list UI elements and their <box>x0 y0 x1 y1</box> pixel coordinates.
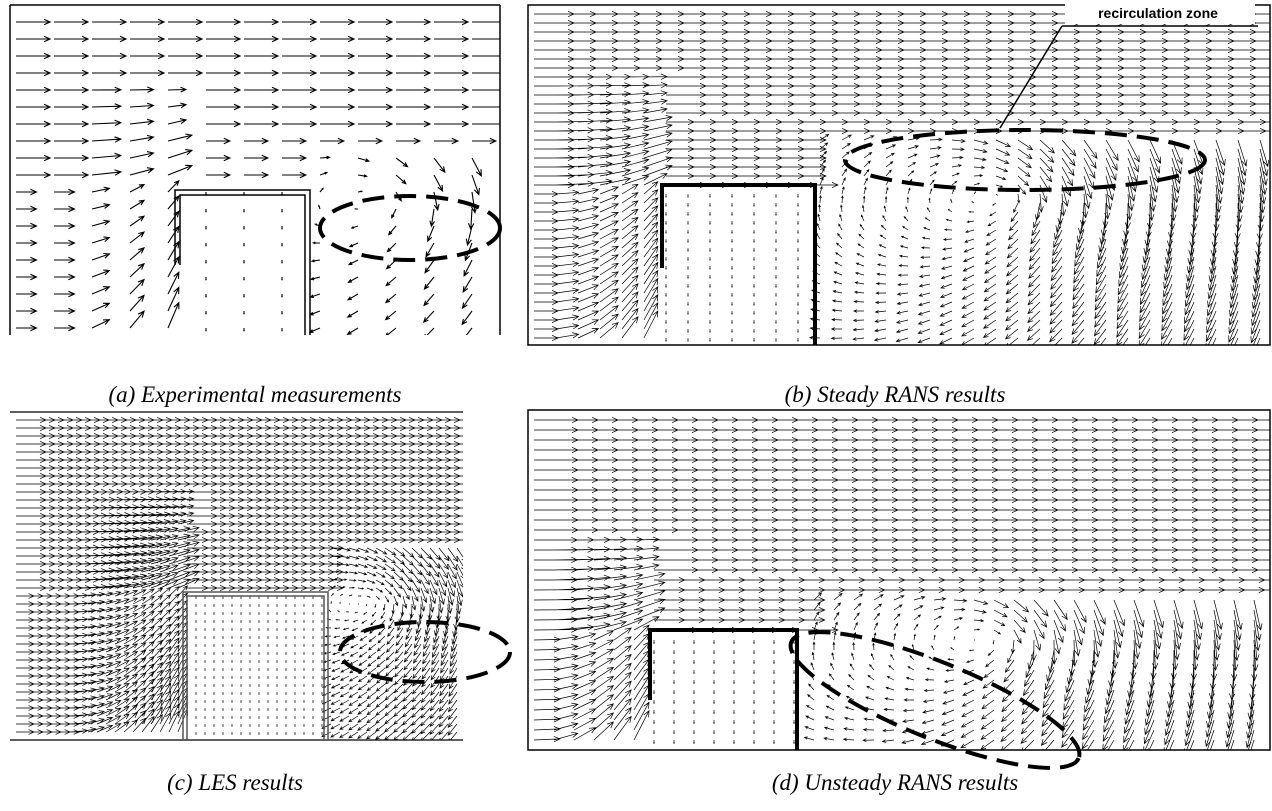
ellipse-c <box>340 622 510 682</box>
vector-field <box>534 417 1272 766</box>
building-a <box>175 190 310 335</box>
caption: (b) Steady RANS results <box>785 382 1006 407</box>
frames <box>10 5 1270 750</box>
vector-field <box>534 11 1272 360</box>
building-d <box>650 630 797 750</box>
buildings <box>175 185 815 750</box>
caption: (d) Unsteady RANS results <box>772 770 1018 795</box>
figure: recirculation zone (a) Experimental meas… <box>0 0 1272 811</box>
caption: (c) LES results <box>167 770 303 795</box>
vector-field <box>16 19 506 341</box>
caption: (a) Experimental measurements <box>109 382 402 407</box>
vector-field <box>16 417 487 743</box>
annotation: recirculation zone <box>1098 5 1218 21</box>
building-b <box>662 185 815 345</box>
ellipse-a <box>320 196 500 260</box>
